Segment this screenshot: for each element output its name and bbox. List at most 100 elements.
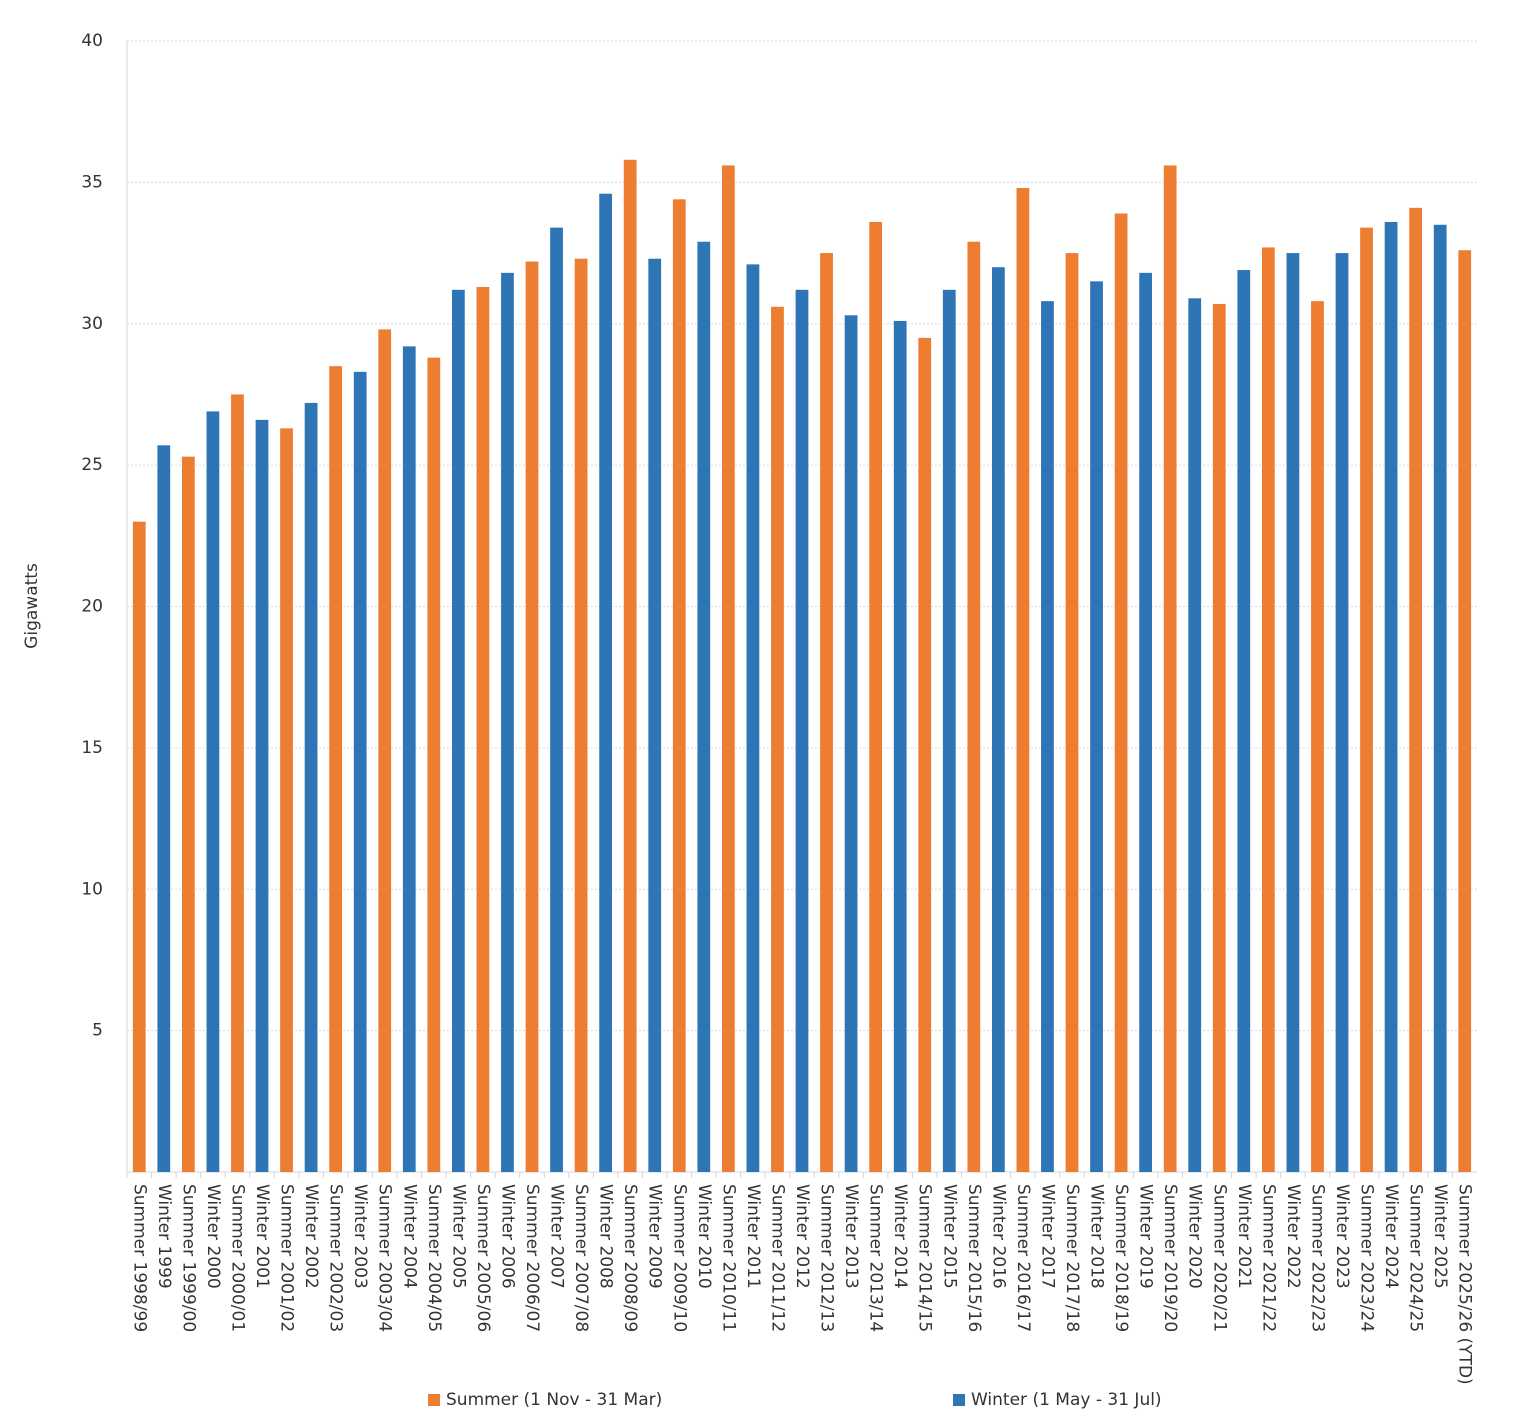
x-tick-label: Summer 1998/99 (129, 1184, 149, 1332)
x-tick-label: Winter 2024 (1381, 1184, 1401, 1289)
x-tick-label: Winter 2018 (1087, 1184, 1107, 1289)
bar (623, 159, 637, 1172)
bar (1360, 227, 1373, 1173)
x-tick-label: Summer 2005/06 (473, 1184, 493, 1332)
x-tick-label: Summer 2012/13 (817, 1184, 837, 1332)
y-tick-label: 35 (81, 172, 103, 192)
bar (1114, 213, 1128, 1173)
x-tick-label: Winter 2001 (252, 1184, 272, 1289)
x-tick-label: Summer 2025/26 (YTD) (1455, 1184, 1475, 1385)
bar (181, 456, 195, 1173)
x-tick-label: Summer 2001/02 (277, 1184, 297, 1332)
bar (746, 264, 760, 1172)
bar (231, 394, 244, 1172)
x-tick-label: Summer 2007/08 (571, 1184, 591, 1332)
x-tick-label: Summer 2013/14 (866, 1184, 886, 1332)
x-tick-label: Summer 2004/05 (424, 1184, 444, 1332)
bar (304, 402, 318, 1172)
y-axis-label: Gigawatts (22, 563, 42, 649)
x-tick-label: Summer 2003/04 (375, 1184, 395, 1332)
bar (378, 329, 392, 1172)
x-tick-label: Winter 2012 (792, 1184, 812, 1289)
bar (918, 337, 932, 1172)
bar (501, 272, 514, 1173)
bar (132, 521, 146, 1172)
bar (648, 258, 662, 1172)
x-tick-label: Winter 2000 (203, 1184, 223, 1289)
x-tick-label: Winter 2009 (645, 1184, 665, 1289)
bar (1409, 207, 1423, 1172)
y-tick-label: 10 (81, 879, 103, 899)
x-tick-label: Summer 2023/24 (1357, 1184, 1377, 1332)
bar (1433, 224, 1447, 1173)
legend-label: Summer (1 Nov - 31 Mar) (446, 1390, 662, 1410)
x-tick-label: Winter 2020 (1185, 1184, 1205, 1289)
x-tick-label: Winter 2025 (1430, 1184, 1450, 1289)
x-tick-label: Summer 2017/18 (1062, 1184, 1082, 1332)
x-tick-label: Winter 2003 (350, 1184, 370, 1289)
y-tick-label: 25 (81, 455, 103, 475)
bar (1286, 253, 1300, 1172)
bar (1139, 272, 1153, 1173)
x-tick-label: Winter 2023 (1332, 1184, 1352, 1289)
x-tick-label: Winter 2016 (988, 1184, 1008, 1289)
x-tick-label: Summer 2002/03 (326, 1184, 346, 1332)
bar (402, 346, 416, 1172)
bar (893, 320, 907, 1172)
x-tick-label: Winter 2021 (1234, 1184, 1254, 1289)
bar (1311, 301, 1324, 1172)
x-tick-label: Summer 2011/12 (767, 1184, 787, 1332)
bar (550, 227, 563, 1173)
bar (157, 445, 171, 1172)
bar (1065, 253, 1079, 1172)
y-tick-label: 40 (81, 31, 103, 51)
bar (1188, 298, 1202, 1172)
x-tick-label: Summer 2015/16 (964, 1184, 984, 1332)
y-tick-label: 20 (81, 597, 103, 617)
x-tick-label: Winter 2022 (1283, 1184, 1303, 1289)
x-tick-label: Winter 2014 (890, 1184, 910, 1289)
bar (1237, 270, 1251, 1173)
legend-label: Winter (1 May - 31 Jul) (971, 1390, 1162, 1410)
x-tick-label: Winter 2010 (694, 1184, 714, 1289)
bar (1458, 250, 1472, 1173)
x-tick-label: Summer 2010/11 (718, 1184, 738, 1332)
x-tick-label: Summer 1999/00 (178, 1184, 198, 1332)
x-tick-label: Winter 2006 (497, 1184, 517, 1289)
bar (1090, 281, 1103, 1172)
x-tick-label: Summer 2024/25 (1406, 1184, 1426, 1332)
bar (1384, 221, 1398, 1172)
x-tick-label: Summer 2009/10 (669, 1184, 689, 1332)
x-tick-label: Winter 2002 (301, 1184, 321, 1289)
bar (869, 221, 883, 1172)
x-tick-label: Winter 2013 (841, 1184, 861, 1289)
bar (1016, 188, 1030, 1172)
bar (451, 289, 465, 1172)
x-tick-label: Summer 2020/21 (1209, 1184, 1229, 1332)
bar (967, 241, 981, 1172)
legend-swatch (953, 1394, 965, 1406)
x-tick-label: Summer 2006/07 (522, 1184, 542, 1332)
x-tick-label: Summer 2014/15 (915, 1184, 935, 1332)
bar (525, 261, 539, 1172)
bar (280, 428, 293, 1172)
bar (721, 165, 735, 1172)
bar (353, 371, 367, 1172)
bar (1163, 165, 1177, 1172)
bar (771, 306, 784, 1172)
bar (991, 267, 1005, 1172)
x-tick-label: Summer 2016/17 (1013, 1184, 1033, 1332)
bar (1041, 301, 1054, 1172)
y-tick-label: 15 (81, 738, 103, 758)
bar (206, 411, 220, 1173)
x-tick-label: Winter 2008 (596, 1184, 616, 1289)
x-tick-label: Summer 2000/01 (227, 1184, 247, 1332)
x-tick-label: Summer 2019/20 (1160, 1184, 1180, 1332)
x-tick-label: Winter 2019 (1136, 1184, 1156, 1289)
bar (427, 357, 441, 1172)
bar (672, 199, 686, 1173)
bar (844, 315, 858, 1173)
x-tick-label: Winter 2011 (743, 1184, 763, 1289)
bar (1261, 247, 1275, 1173)
